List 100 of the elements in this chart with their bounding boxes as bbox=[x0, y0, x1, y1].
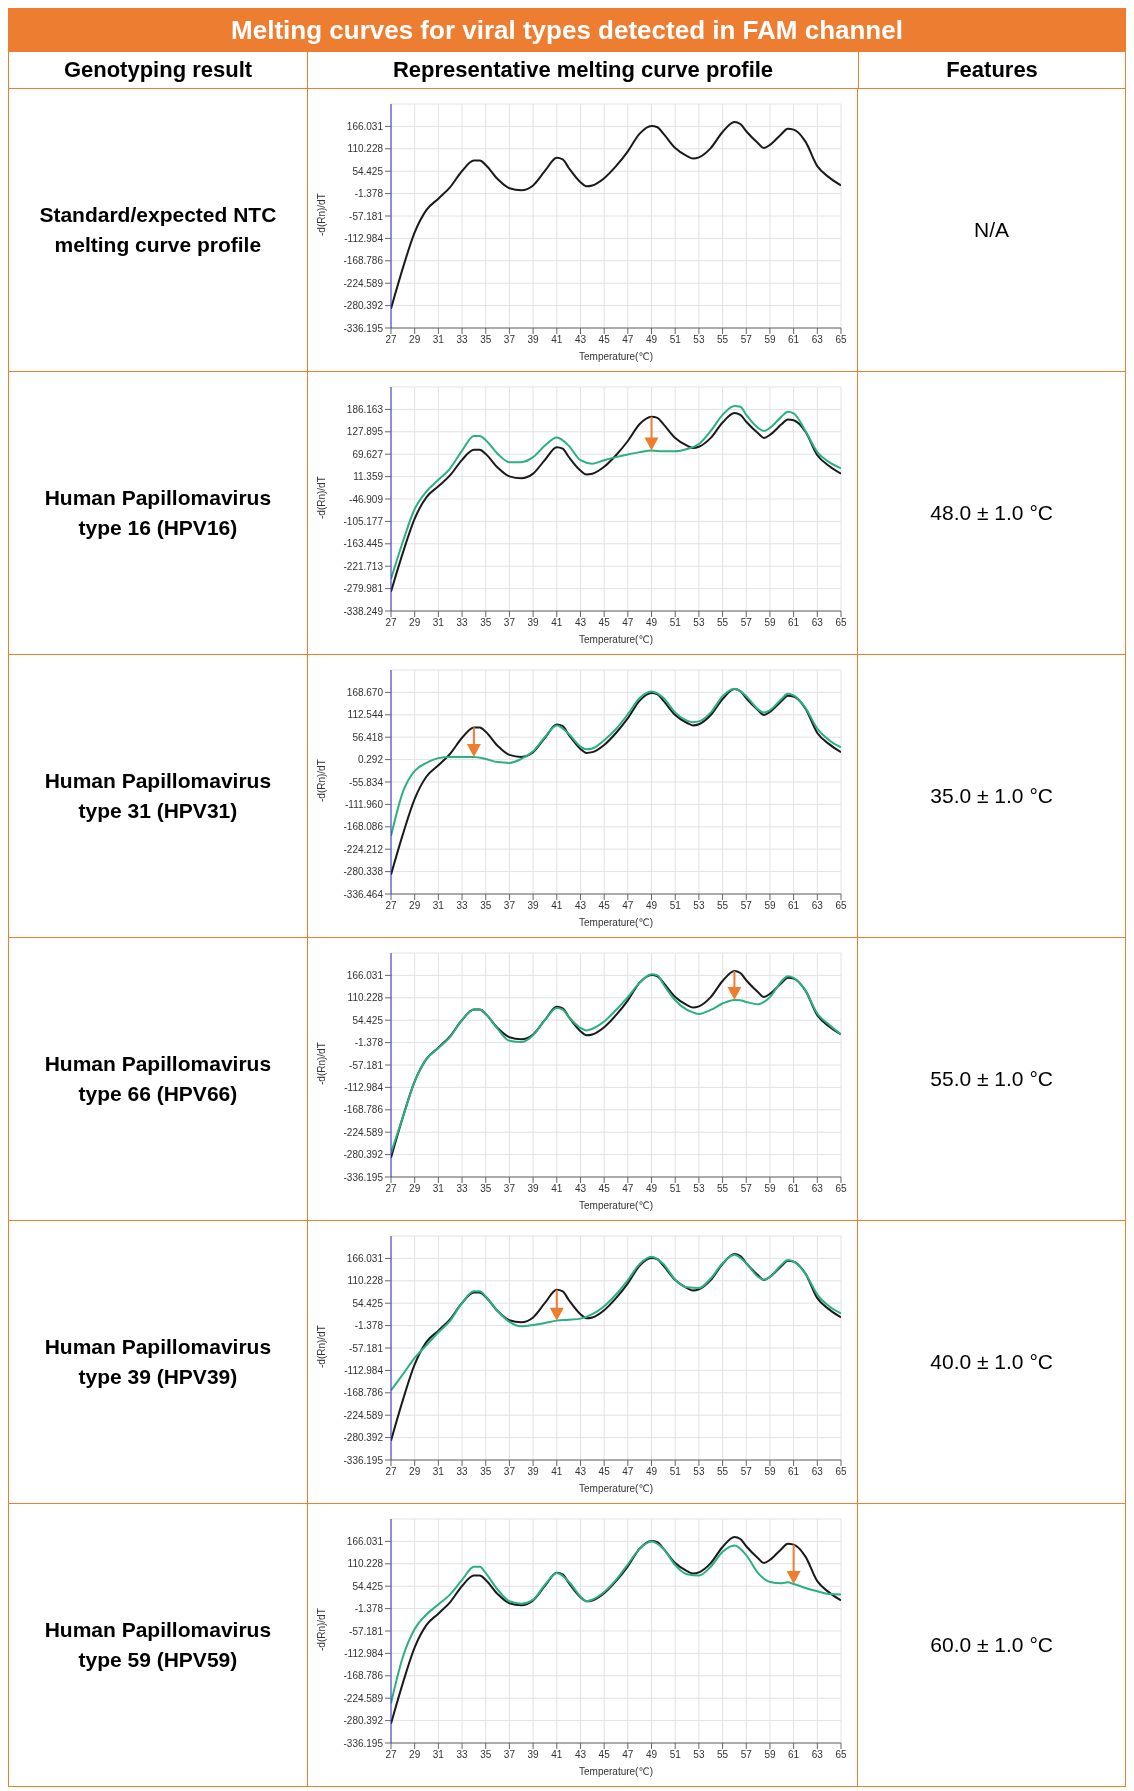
x-tick-label: 43 bbox=[574, 334, 586, 346]
y-tick-label: -57.181 bbox=[348, 210, 383, 222]
x-tick-label: 31 bbox=[432, 1183, 444, 1195]
y-tick-label: -1.378 bbox=[354, 188, 383, 200]
x-tick-label: 55 bbox=[716, 1466, 729, 1478]
text: Human Papillomavirus type 16 (HPV16) bbox=[43, 485, 273, 541]
y-axis-title: -d(Rn)/dT bbox=[315, 1042, 327, 1085]
y-tick-label: 54.425 bbox=[351, 1014, 383, 1026]
y-tick-label: -221.713 bbox=[343, 560, 383, 572]
y-tick-label: -336.195 bbox=[343, 1171, 383, 1183]
x-tick-label: 65 bbox=[834, 1749, 847, 1761]
y-tick-label: -224.589 bbox=[343, 1692, 383, 1704]
y-tick-label: -280.338 bbox=[343, 866, 383, 878]
x-tick-label: 41 bbox=[550, 1466, 563, 1478]
x-tick-label: 53 bbox=[692, 1749, 705, 1761]
y-tick-label: 69.627 bbox=[351, 448, 383, 460]
x-tick-label: 53 bbox=[692, 334, 705, 346]
y-tick-label: -168.786 bbox=[343, 255, 383, 267]
x-tick-label: 57 bbox=[740, 900, 752, 912]
x-tick-label: 53 bbox=[692, 1466, 705, 1478]
x-tick-label: 59 bbox=[763, 1466, 776, 1478]
x-tick-label: 53 bbox=[692, 900, 705, 912]
x-tick-label: 37 bbox=[503, 1183, 515, 1195]
y-tick-label: 166.031 bbox=[346, 1252, 383, 1264]
x-tick-label: 61 bbox=[787, 617, 800, 629]
x-tick-label: 33 bbox=[455, 1466, 468, 1478]
x-tick-label: 65 bbox=[834, 1466, 847, 1478]
x-tick-label: 55 bbox=[716, 1183, 729, 1195]
y-tick-label: 166.031 bbox=[346, 969, 383, 981]
x-tick-label: 63 bbox=[811, 1466, 823, 1478]
x-tick-label: 27 bbox=[384, 1466, 397, 1478]
x-tick-label: 41 bbox=[550, 900, 563, 912]
x-tick-label: 47 bbox=[621, 900, 634, 912]
y-tick-label: -280.392 bbox=[343, 300, 383, 312]
x-tick-label: 49 bbox=[645, 617, 658, 629]
text: Human Papillomavirus type 66 (HPV66) bbox=[43, 1051, 273, 1107]
x-tick-label: 63 bbox=[811, 334, 823, 346]
x-tick-label: 57 bbox=[740, 1183, 752, 1195]
x-tick-label: 51 bbox=[669, 900, 681, 912]
y-tick-label: -112.984 bbox=[343, 1364, 383, 1376]
y-tick-label: -280.392 bbox=[343, 1149, 383, 1161]
y-tick-label: 54.425 bbox=[351, 1297, 383, 1309]
text: Representative melting curve profile bbox=[307, 52, 858, 88]
y-tick-label: -1.378 bbox=[354, 1320, 383, 1332]
x-tick-label: 33 bbox=[455, 1749, 468, 1761]
y-tick-label: -57.181 bbox=[348, 1342, 383, 1354]
x-tick-label: 65 bbox=[834, 334, 847, 346]
y-tick-label: 110.228 bbox=[347, 143, 383, 155]
text: Features bbox=[858, 52, 1126, 88]
x-tick-label: 43 bbox=[574, 1183, 586, 1195]
x-tick-label: 49 bbox=[645, 900, 658, 912]
x-tick-label: 63 bbox=[811, 1749, 823, 1761]
x-tick-label: 51 bbox=[669, 1466, 681, 1478]
y-axis-title: -d(Rn)/dT bbox=[315, 476, 327, 519]
x-tick-label: 45 bbox=[598, 617, 610, 629]
y-tick-label: 0.292 bbox=[357, 754, 383, 766]
y-axis-title: -d(Rn)/dT bbox=[315, 759, 327, 802]
x-tick-label: 61 bbox=[787, 334, 800, 346]
y-tick-label: -55.834 bbox=[348, 776, 383, 788]
x-tick-label: 55 bbox=[716, 617, 729, 629]
x-tick-label: 41 bbox=[550, 617, 563, 629]
y-tick-label: -168.086 bbox=[343, 821, 383, 833]
x-tick-label: 63 bbox=[811, 617, 823, 629]
y-tick-label: 112.544 bbox=[347, 709, 383, 721]
x-tick-label: 51 bbox=[669, 1749, 681, 1761]
x-tick-label: 31 bbox=[432, 334, 444, 346]
x-tick-label: 35 bbox=[479, 617, 492, 629]
x-tick-label: 39 bbox=[527, 334, 539, 346]
y-tick-label: -168.786 bbox=[343, 1670, 383, 1682]
x-tick-label: 39 bbox=[527, 1183, 539, 1195]
y-tick-label: -338.249 bbox=[343, 605, 383, 617]
x-axis-title: Temperature(℃) bbox=[578, 634, 653, 645]
y-tick-label: 110.228 bbox=[347, 992, 383, 1004]
x-tick-label: 45 bbox=[598, 1749, 610, 1761]
x-tick-label: 63 bbox=[811, 1183, 823, 1195]
x-tick-label: 61 bbox=[787, 1466, 800, 1478]
x-tick-label: 41 bbox=[550, 1183, 563, 1195]
x-tick-label: 41 bbox=[550, 1749, 563, 1761]
x-tick-label: 63 bbox=[811, 900, 823, 912]
x-tick-label: 31 bbox=[432, 617, 444, 629]
x-tick-label: 55 bbox=[716, 900, 729, 912]
y-tick-label: -1.378 bbox=[354, 1603, 383, 1615]
y-tick-label: -336.195 bbox=[343, 322, 383, 334]
y-tick-label: -1.378 bbox=[354, 1037, 383, 1049]
x-tick-label: 57 bbox=[740, 617, 752, 629]
x-axis-title: Temperature(℃) bbox=[578, 351, 653, 362]
y-tick-label: 166.031 bbox=[346, 120, 383, 132]
x-tick-label: 39 bbox=[527, 900, 539, 912]
x-tick-label: 35 bbox=[479, 1749, 492, 1761]
x-tick-label: 35 bbox=[479, 1183, 492, 1195]
x-tick-label: 59 bbox=[763, 1749, 776, 1761]
y-tick-label: -112.984 bbox=[343, 1081, 383, 1093]
y-tick-label: 127.895 bbox=[346, 426, 383, 438]
text: Human Papillomavirus type 59 (HPV59) bbox=[43, 1617, 273, 1673]
text: Standard/expected NTC melting curve profile bbox=[38, 202, 278, 258]
y-tick-label: 110.228 bbox=[347, 1558, 383, 1570]
x-tick-label: 59 bbox=[763, 900, 776, 912]
x-tick-label: 49 bbox=[645, 334, 658, 346]
x-tick-label: 37 bbox=[503, 900, 515, 912]
x-tick-label: 65 bbox=[834, 617, 847, 629]
